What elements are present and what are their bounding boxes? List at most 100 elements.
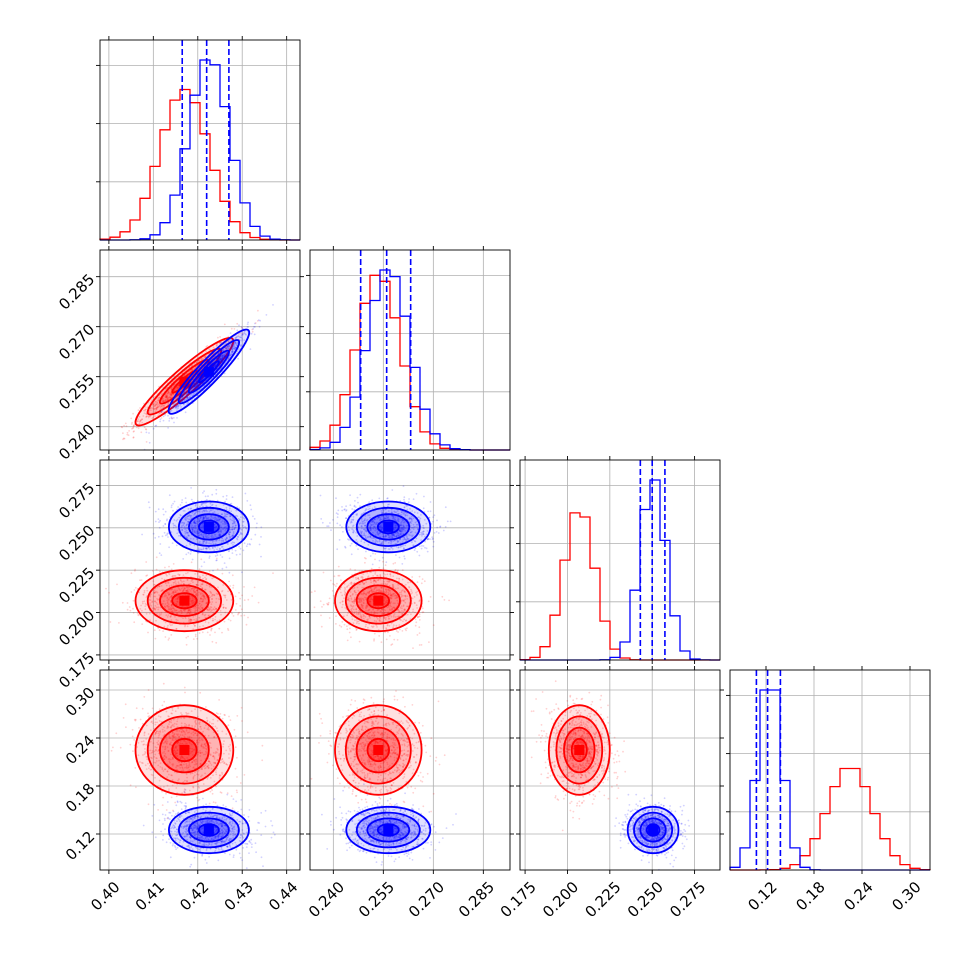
- sample-point: [249, 504, 252, 507]
- sample-point: [441, 595, 444, 598]
- sample-point: [152, 427, 155, 430]
- sample-point: [228, 580, 231, 583]
- sample-point: [158, 412, 161, 414]
- sample-point: [229, 585, 232, 587]
- sample-point: [133, 621, 136, 624]
- sample-point: [252, 328, 255, 330]
- sample-point: [406, 627, 408, 630]
- sample-point: [172, 509, 174, 512]
- density-peak-red: [373, 595, 384, 606]
- sample-point: [173, 500, 176, 503]
- sample-point: [247, 616, 249, 619]
- sample-point: [225, 498, 228, 501]
- sample-point: [346, 639, 349, 642]
- sample-point: [327, 601, 330, 604]
- sample-point: [203, 490, 206, 493]
- sample-point: [319, 600, 322, 602]
- sample-point: [239, 597, 242, 600]
- sample-point: [154, 404, 157, 407]
- sample-point: [122, 432, 124, 435]
- sample-point: [165, 395, 168, 398]
- sample-point: [320, 614, 322, 617]
- sample-point: [160, 554, 163, 556]
- sample-point: [141, 623, 144, 625]
- sample-point: [250, 332, 253, 335]
- sample-point: [320, 518, 323, 520]
- sample-point: [170, 393, 173, 395]
- sample-point: [336, 582, 338, 585]
- sample-point: [162, 407, 165, 410]
- sample-point: [382, 560, 384, 563]
- sample-point: [176, 417, 178, 419]
- sample-point: [365, 557, 367, 560]
- sample-point: [158, 552, 161, 555]
- sample-point: [168, 546, 171, 549]
- sample-point: [130, 417, 133, 420]
- sample-point: [148, 506, 151, 509]
- sample-point: [126, 602, 129, 604]
- sample-point: [165, 396, 168, 398]
- sample-point: [260, 526, 263, 529]
- sample-point: [173, 421, 175, 424]
- sample-point: [170, 416, 173, 419]
- sample-point: [231, 548, 234, 551]
- sample-point: [205, 346, 208, 348]
- sample-point: [177, 387, 180, 389]
- sample-point: [164, 412, 167, 415]
- sample-point: [216, 559, 218, 562]
- sample-point: [132, 430, 135, 433]
- sample-point: [265, 314, 268, 316]
- sample-point: [373, 638, 375, 641]
- sample-point: [234, 337, 237, 340]
- sample-point: [191, 364, 193, 367]
- sample-point: [146, 415, 148, 418]
- sample-point: [428, 641, 430, 643]
- sample-point: [155, 407, 158, 409]
- sample-point: [238, 324, 240, 327]
- sample-point: [154, 520, 157, 523]
- sample-point: [227, 550, 230, 553]
- sample-point: [205, 498, 208, 501]
- sample-point: [243, 599, 246, 601]
- sample-point: [161, 535, 164, 538]
- sample-point: [158, 629, 161, 632]
- sample-point: [140, 431, 143, 434]
- sample-point: [164, 636, 167, 638]
- sample-point: [225, 494, 228, 497]
- sample-point: [161, 411, 164, 413]
- sample-point: [168, 417, 171, 420]
- sample-point: [143, 412, 146, 414]
- sample-point: [427, 600, 430, 603]
- sample-point: [313, 606, 316, 609]
- sample-point: [167, 536, 169, 538]
- sample-point: [422, 545, 425, 547]
- sample-point: [385, 561, 388, 564]
- sample-point: [210, 629, 213, 632]
- sample-point: [219, 336, 222, 338]
- sample-point: [130, 591, 133, 593]
- sample-point: [236, 329, 239, 332]
- sample-point: [433, 514, 436, 517]
- sample-point: [429, 501, 432, 503]
- sample-point: [211, 640, 214, 643]
- sample-point: [123, 424, 125, 427]
- sample-point: [251, 595, 254, 597]
- sample-point: [348, 631, 351, 634]
- grid-layer: [100, 40, 930, 870]
- sample-point: [124, 422, 127, 425]
- sample-point: [394, 569, 396, 572]
- sample-point: [160, 393, 163, 396]
- sample-point: [250, 508, 253, 511]
- sample-point: [350, 636, 352, 639]
- sample-point: [373, 632, 376, 635]
- sample-point: [246, 543, 249, 546]
- sample-point: [145, 428, 148, 431]
- sample-point: [190, 487, 193, 489]
- sample-point: [154, 404, 156, 407]
- sample-point: [157, 518, 160, 520]
- sample-point: [314, 590, 316, 593]
- sample-point: [405, 629, 407, 632]
- sample-point: [251, 328, 254, 331]
- sample-point: [224, 500, 227, 503]
- sample-point: [232, 584, 235, 587]
